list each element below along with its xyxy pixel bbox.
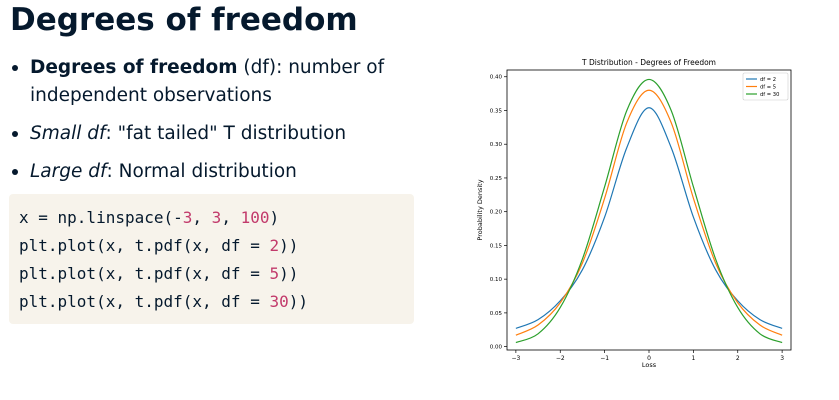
y-tick-label: 0.00 <box>490 345 503 351</box>
x-tick-label: −2 <box>556 355 565 362</box>
code-number: 30 <box>269 292 289 311</box>
code-token: )) <box>288 292 308 311</box>
code-block: x = np.linspace(-3, 3, 100) plt.plot(x, t… <box>9 194 414 324</box>
bullet-bold-term: Degrees of freedom <box>30 57 238 78</box>
code-number: 3 <box>211 208 222 227</box>
y-tick-label: 0.40 <box>490 75 503 81</box>
y-axis-label: Probability Density <box>476 179 484 240</box>
code-token: x = np.linspace(- <box>19 208 183 227</box>
t-distribution-chart: T Distribution - Degrees of Freedom −3 −2… <box>476 58 792 369</box>
y-tick-label: 0.10 <box>490 277 503 283</box>
bullet-dot-icon <box>12 131 18 137</box>
legend-label: df = 30 <box>760 92 779 98</box>
x-tick-label: 2 <box>736 355 740 362</box>
x-tick-label: 0 <box>647 355 651 362</box>
code-token: , <box>192 208 212 227</box>
bullet-italic-term: Large df <box>30 161 107 182</box>
code-token: plt.plot(x, t.pdf(x, df = <box>19 292 270 311</box>
y-tick-label: 0.20 <box>490 210 503 216</box>
code-token: )) <box>279 236 299 255</box>
code-line: plt.plot(x, t.pdf(x, df = 30)) <box>19 288 414 316</box>
plot-area <box>506 69 792 351</box>
code-number: 100 <box>240 208 270 227</box>
bullet-list: Degrees of freedom (df): number of indep… <box>10 54 420 196</box>
series-line <box>515 107 783 329</box>
bullet-text: : Normal distribution <box>106 161 297 182</box>
code-token: , <box>221 208 241 227</box>
code-line: plt.plot(x, t.pdf(x, df = 2)) <box>19 232 414 260</box>
legend-label: df = 5 <box>760 85 776 91</box>
chart-title: T Distribution - Degrees of Freedom <box>581 58 716 67</box>
legend-box <box>742 72 789 101</box>
code-token: plt.plot(x, t.pdf(x, df = <box>19 264 270 283</box>
bullet-small-df: Small df: "fat tailed" T distribution <box>10 120 420 148</box>
y-tick-label: 0.15 <box>490 243 503 249</box>
y-tick-label: 0.35 <box>490 108 503 114</box>
code-number: 5 <box>269 264 280 283</box>
bullet-dot-icon <box>12 169 18 175</box>
series-line <box>515 89 783 336</box>
code-token: ) <box>269 208 280 227</box>
code-number: 3 <box>182 208 193 227</box>
bullet-degrees-of-freedom: Degrees of freedom (df): number of indep… <box>10 54 420 110</box>
code-line: plt.plot(x, t.pdf(x, df = 5)) <box>19 260 414 288</box>
x-axis-label: Loss <box>642 361 657 369</box>
bullet-large-df: Large df: Normal distribution <box>10 158 420 186</box>
y-tick-label: 0.25 <box>490 176 503 182</box>
code-number: 2 <box>269 236 280 255</box>
code-line: x = np.linspace(-3, 3, 100) <box>19 204 414 232</box>
bullet-italic-term: Small df <box>30 123 106 144</box>
code-token: plt.plot(x, t.pdf(x, df = <box>19 236 270 255</box>
page-title: Degrees of freedom <box>10 2 358 38</box>
series-line <box>515 78 783 344</box>
x-tick-label: 3 <box>780 355 784 362</box>
bullet-text: (df): number of independent observations <box>30 57 385 106</box>
bullet-text: : "fat tailed" T distribution <box>105 123 347 144</box>
y-tick-label: 0.05 <box>490 311 503 317</box>
x-tick-label: −3 <box>511 355 520 362</box>
y-tick-label: 0.30 <box>490 142 503 148</box>
code-token: )) <box>279 264 299 283</box>
legend-label: df = 2 <box>760 77 776 83</box>
x-tick-label: −1 <box>600 355 609 362</box>
x-tick-label: 1 <box>691 355 695 362</box>
bullet-dot-icon <box>12 65 18 71</box>
